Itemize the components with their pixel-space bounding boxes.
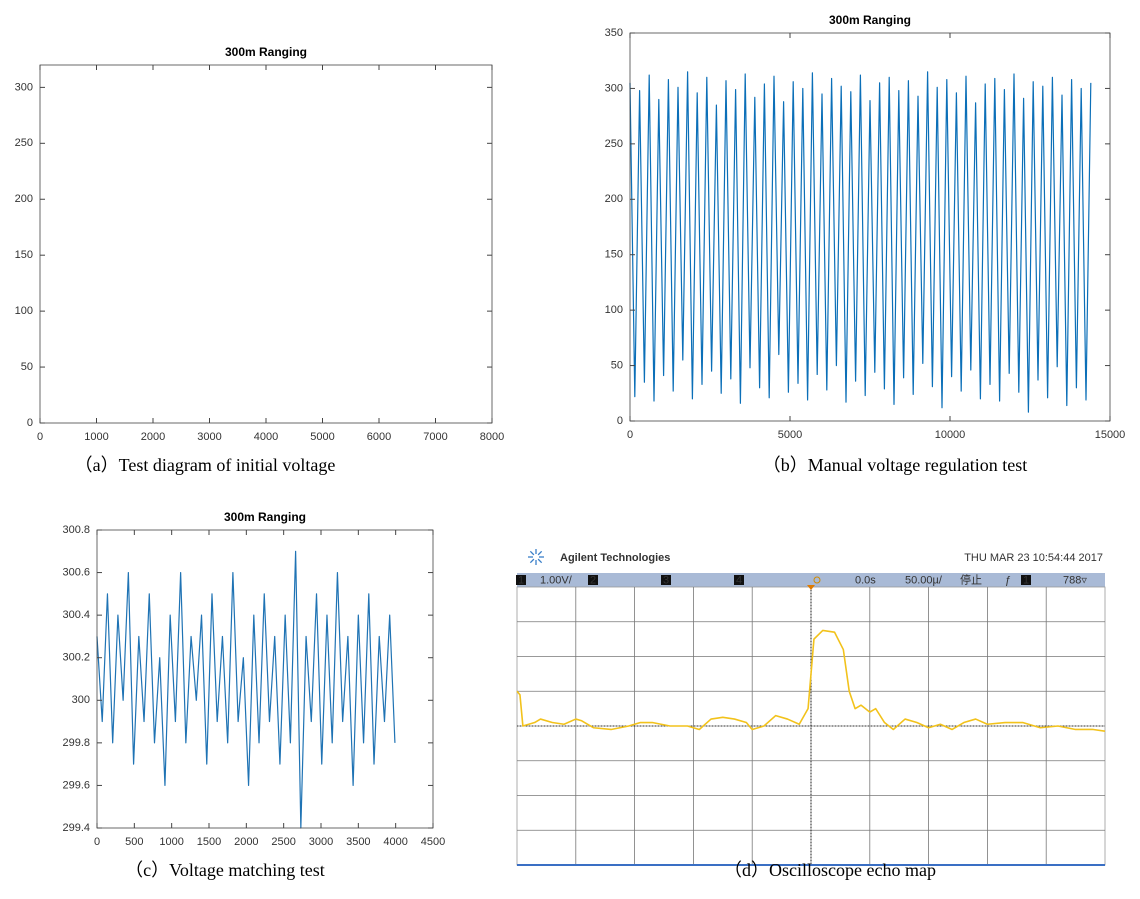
x-tick-label: 1500 xyxy=(197,836,221,848)
caption: （d）Oscilloscope echo map xyxy=(724,860,936,880)
chart-title: 300m Ranging xyxy=(224,510,306,524)
caption: （c）Voltage matching test xyxy=(125,860,325,880)
x-tick-label: 2000 xyxy=(141,431,165,443)
y-tick-label: 350 xyxy=(605,27,623,39)
x-tick-label: 2500 xyxy=(271,836,295,848)
plot-area xyxy=(40,65,492,423)
y-tick-label: 300 xyxy=(605,82,623,94)
caption: （b）Manual voltage regulation test xyxy=(763,455,1027,475)
y-tick-label: 150 xyxy=(15,249,33,261)
x-tick-label: 5000 xyxy=(310,431,334,443)
y-tick-label: 200 xyxy=(605,193,623,205)
status-text: 停止 xyxy=(960,572,982,586)
channel-label: 1 xyxy=(1023,574,1029,586)
status-text: 0.0s xyxy=(855,574,876,586)
timestamp: THU MAR 23 10:54:44 2017 xyxy=(964,552,1103,564)
x-tick-label: 3500 xyxy=(346,836,370,848)
brand-icon xyxy=(530,551,534,555)
brand-icon xyxy=(538,551,542,555)
x-tick-label: 10000 xyxy=(935,429,966,441)
status-text: 50.00µ/ xyxy=(905,574,943,586)
y-tick-label: 150 xyxy=(605,249,623,261)
brand-icon xyxy=(538,559,542,563)
y-tick-label: 300.4 xyxy=(62,609,90,621)
x-tick-label: 7000 xyxy=(423,431,447,443)
chart-title: 300m Ranging xyxy=(225,45,307,59)
y-tick-label: 50 xyxy=(611,359,623,371)
channel-label: 4 xyxy=(736,574,742,586)
x-tick-label: 5000 xyxy=(778,429,802,441)
figure: 300m Ranging0501001502002503000100020003… xyxy=(0,0,1140,899)
status-bar xyxy=(517,573,1105,587)
y-tick-label: 300 xyxy=(15,81,33,93)
y-tick-label: 300.2 xyxy=(62,652,90,664)
x-tick-label: 3000 xyxy=(197,431,221,443)
x-tick-label: 1000 xyxy=(159,836,183,848)
plot-area xyxy=(97,530,433,828)
y-tick-label: 300.6 xyxy=(62,566,90,578)
y-tick-label: 300.8 xyxy=(62,524,90,536)
y-tick-label: 200 xyxy=(15,193,33,205)
x-tick-label: 0 xyxy=(627,429,633,441)
y-tick-label: 100 xyxy=(605,304,623,316)
y-tick-label: 100 xyxy=(15,305,33,317)
x-tick-label: 0 xyxy=(37,431,43,443)
y-tick-label: 299.6 xyxy=(62,779,90,791)
channel-label: 1 xyxy=(518,574,524,586)
y-tick-label: 250 xyxy=(15,137,33,149)
brand-name: Agilent Technologies xyxy=(560,552,670,564)
y-tick-label: 299.4 xyxy=(62,822,90,834)
y-tick-label: 299.8 xyxy=(62,737,90,749)
channel-label: 2 xyxy=(590,574,596,586)
x-tick-label: 4000 xyxy=(254,431,278,443)
caption: （a）Test diagram of initial voltage xyxy=(75,455,336,475)
channel-label: 3 xyxy=(663,574,669,586)
chart-title: 300m Ranging xyxy=(829,13,911,27)
x-tick-label: 1000 xyxy=(84,431,108,443)
x-tick-label: 4500 xyxy=(421,836,445,848)
x-tick-label: 6000 xyxy=(367,431,391,443)
y-tick-label: 0 xyxy=(617,415,623,427)
y-tick-label: 250 xyxy=(605,138,623,150)
x-tick-label: 4000 xyxy=(383,836,407,848)
y-tick-label: 0 xyxy=(27,417,33,429)
y-tick-label: 50 xyxy=(21,361,33,373)
x-tick-label: 500 xyxy=(125,836,143,848)
status-text: ƒ xyxy=(1005,574,1011,586)
status-text: 788▿ xyxy=(1063,574,1087,586)
x-tick-label: 0 xyxy=(94,836,100,848)
status-text: 1.00V/ xyxy=(540,574,573,586)
x-tick-label: 3000 xyxy=(309,836,333,848)
x-tick-label: 8000 xyxy=(480,431,504,443)
x-tick-label: 15000 xyxy=(1095,429,1126,441)
y-tick-label: 300 xyxy=(72,694,90,706)
x-tick-label: 2000 xyxy=(234,836,258,848)
brand-icon xyxy=(530,559,534,563)
